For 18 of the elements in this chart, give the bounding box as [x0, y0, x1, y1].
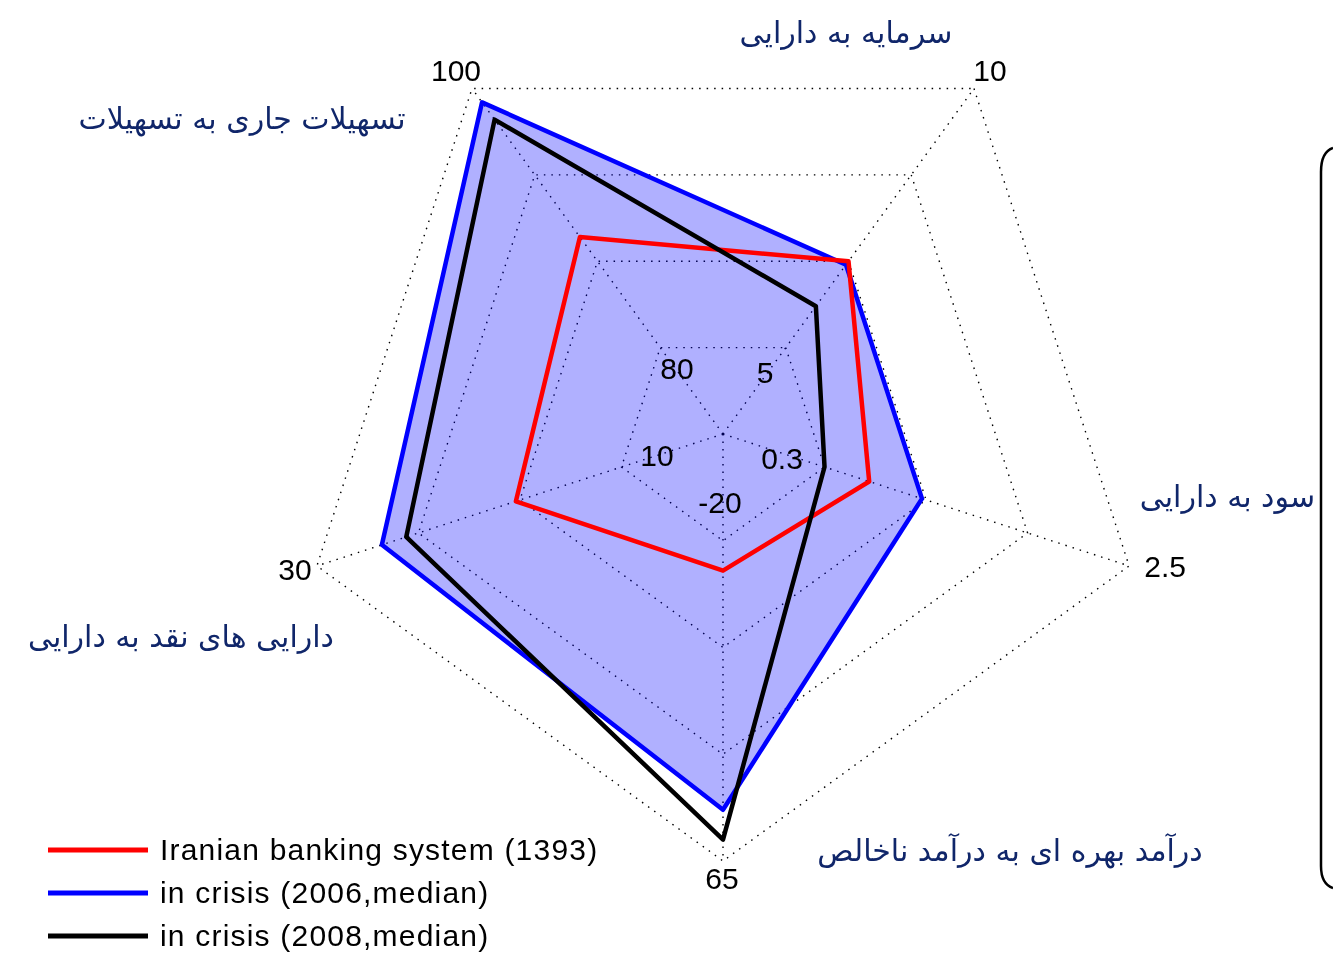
spoke-label: درآمد بهره ای به درآمد ناخالص [817, 832, 1203, 869]
text: 5 [756, 355, 774, 389]
text: 80 [660, 351, 694, 385]
spoke-label: تسهیلات جاری به تسهیلات [78, 101, 406, 138]
legend-label: Iranian banking system (1393) [160, 832, 599, 867]
text: 30 [278, 553, 312, 587]
text: 100 [430, 54, 482, 88]
spoke-label: سرمایه به دارایی [739, 15, 953, 51]
legend-label: in crisis (2006,median) [160, 875, 490, 910]
text: -20 [698, 485, 742, 519]
text: 2.5 [1144, 550, 1186, 584]
legend-label: in crisis (2008,median) [160, 918, 490, 953]
text: 10 [640, 438, 674, 472]
text: 10 [973, 54, 1007, 88]
text: 65 [705, 861, 739, 895]
spoke-label: دارایی های نقد به دارایی [27, 619, 334, 655]
text: 0.3 [761, 441, 803, 475]
spoke-label: سود به دارایی [1139, 479, 1316, 515]
